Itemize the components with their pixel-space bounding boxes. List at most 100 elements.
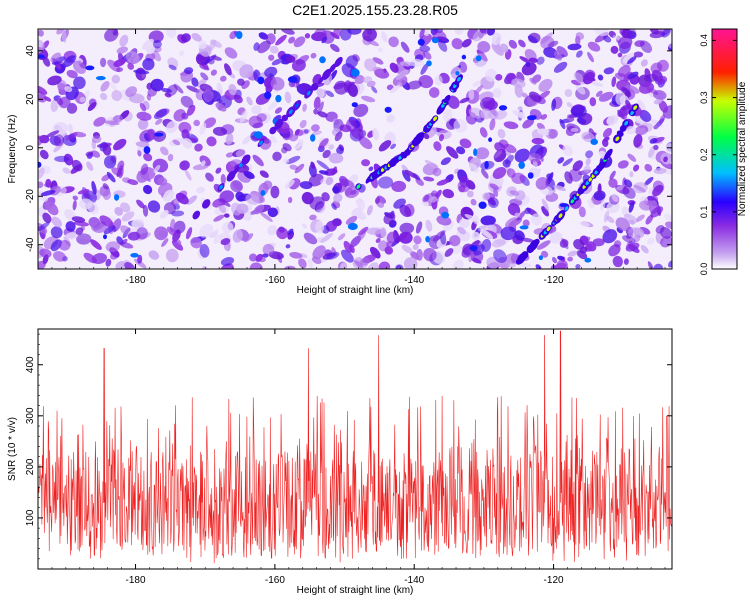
spectrogram-cell bbox=[71, 216, 86, 223]
spectrogram-cell bbox=[229, 30, 238, 40]
spectrogram-cell bbox=[420, 63, 429, 75]
spectrogram-cell bbox=[424, 160, 438, 169]
spectrogram-cell bbox=[428, 87, 440, 98]
spectrogram-cell bbox=[121, 211, 135, 222]
spectrogram-cell bbox=[299, 181, 313, 190]
snr-x-tick-label: -180 bbox=[126, 575, 146, 586]
spectrogram-cell bbox=[235, 149, 246, 158]
spectrogram-cell bbox=[424, 31, 430, 37]
spectrogram-cell bbox=[159, 146, 169, 156]
spectrogram-cell bbox=[38, 85, 48, 95]
spectrogram-cell bbox=[46, 130, 60, 138]
spectrogram-cell bbox=[665, 143, 672, 154]
spectrogram-cell bbox=[564, 89, 573, 97]
spectrogram-cell bbox=[322, 149, 331, 159]
spectrogram-hotspot bbox=[478, 201, 487, 209]
spectrogram-cell bbox=[578, 206, 586, 218]
spectrogram-cell bbox=[245, 193, 260, 205]
spectrogram-cell bbox=[468, 107, 484, 119]
spectrogram-cell bbox=[100, 57, 107, 68]
spectrogram-cell bbox=[267, 225, 278, 236]
spectrogram-cell bbox=[649, 31, 666, 39]
spectrogram-hotspot bbox=[527, 172, 534, 179]
spectrogram-cell bbox=[219, 190, 235, 203]
spectrogram-cell bbox=[103, 225, 116, 235]
spectrogram-cell bbox=[165, 248, 179, 263]
spectrogram-cell bbox=[248, 115, 263, 128]
spectrogram-cell bbox=[595, 90, 603, 97]
spectrogram-cell bbox=[354, 260, 363, 268]
snr-y-axis: 100 200 300 400 bbox=[25, 333, 672, 560]
spectrogram-cell bbox=[152, 39, 162, 49]
snr-panel: -180 -160 -140 -120 100 200 300 400 Height of … bbox=[7, 328, 673, 596]
spectrogram-cell bbox=[200, 160, 206, 167]
spectrogram-cell bbox=[576, 50, 583, 58]
spectrogram-cell bbox=[38, 29, 44, 37]
spectrogram-cell bbox=[73, 76, 86, 90]
spectrogram-cell bbox=[493, 249, 507, 263]
colorbar-tick-label: 0.1 bbox=[699, 206, 709, 219]
spectrogram-cell bbox=[644, 176, 654, 186]
spectrogram-cell bbox=[77, 189, 90, 195]
spectrogram-cell bbox=[587, 51, 594, 63]
spectrogram-cell bbox=[573, 239, 585, 250]
spectrogram-cell bbox=[143, 153, 153, 162]
spectrogram-cell bbox=[328, 144, 335, 150]
spectrogram-cell bbox=[88, 98, 97, 107]
spectrogram-cell bbox=[38, 167, 45, 179]
spectrogram-cell bbox=[90, 239, 102, 250]
spectrogram-cell bbox=[419, 29, 425, 39]
spectrogram-cell bbox=[508, 39, 518, 49]
spectrogram-cell bbox=[468, 251, 474, 263]
figure-title: C2E1.2025.155.23.28.R05 bbox=[292, 2, 458, 18]
spectrogram-cell bbox=[223, 244, 230, 251]
spectrogram-cell bbox=[127, 179, 139, 186]
spectrogram-cell bbox=[540, 114, 548, 120]
spectrogram-cell bbox=[647, 261, 654, 269]
spectrogram-cell bbox=[593, 190, 606, 201]
spectrogram-cell bbox=[386, 114, 395, 123]
spectrogram-x-tick-label: -140 bbox=[404, 275, 424, 286]
spectrogram-cell bbox=[258, 32, 269, 40]
spectrogram-cell bbox=[42, 56, 51, 67]
spectrogram-cell bbox=[589, 81, 604, 87]
spectrogram-cell bbox=[575, 32, 585, 40]
spectrogram-cell bbox=[199, 64, 210, 71]
spectrogram-cell bbox=[349, 174, 359, 184]
spectrogram-hotspot bbox=[350, 68, 360, 77]
spectrogram-cell bbox=[61, 29, 67, 43]
spectrogram-cell bbox=[249, 253, 258, 262]
spectrogram-cell bbox=[548, 128, 558, 139]
spectrogram-cell bbox=[489, 118, 496, 131]
spectrogram-cell bbox=[551, 256, 558, 264]
spectrogram-y-axis: 40 20 0 -20 -40 bbox=[25, 45, 672, 252]
spectrogram-cell bbox=[184, 169, 192, 181]
spectrogram-cell bbox=[437, 39, 448, 52]
spectrogram-cell bbox=[102, 183, 109, 190]
ridge-blob bbox=[619, 124, 627, 132]
spectrogram-cell bbox=[104, 120, 120, 126]
spectrogram-cell bbox=[575, 264, 581, 269]
spectrogram-cell bbox=[51, 216, 63, 228]
spectrogram-cell bbox=[119, 241, 134, 249]
spectrogram-cell bbox=[663, 156, 668, 163]
spectrogram-cell bbox=[389, 84, 401, 94]
spectrogram-x-axis: -180 -160 -140 -120 bbox=[37, 29, 666, 286]
spectrogram-cell bbox=[220, 238, 231, 246]
spectrogram-cell bbox=[343, 240, 353, 253]
spectrogram-cell bbox=[344, 186, 360, 199]
spectrogram-cell bbox=[597, 74, 604, 81]
spectrogram-cell bbox=[270, 77, 285, 91]
spectrogram-cell bbox=[326, 251, 340, 260]
spectrogram-cell bbox=[311, 124, 320, 132]
spectrogram-hotspot bbox=[455, 71, 460, 76]
spectrogram-cell bbox=[45, 201, 59, 216]
spectrogram-hotspot bbox=[527, 115, 537, 121]
spectrogram-cell bbox=[423, 176, 435, 182]
spectrogram-cell bbox=[452, 244, 463, 255]
spectrogram-cell bbox=[294, 163, 305, 174]
spectrogram-cell bbox=[536, 122, 545, 131]
spectrogram-cell bbox=[390, 143, 397, 150]
spectrogram-cell bbox=[518, 262, 532, 268]
spectrogram-cell bbox=[76, 233, 92, 245]
